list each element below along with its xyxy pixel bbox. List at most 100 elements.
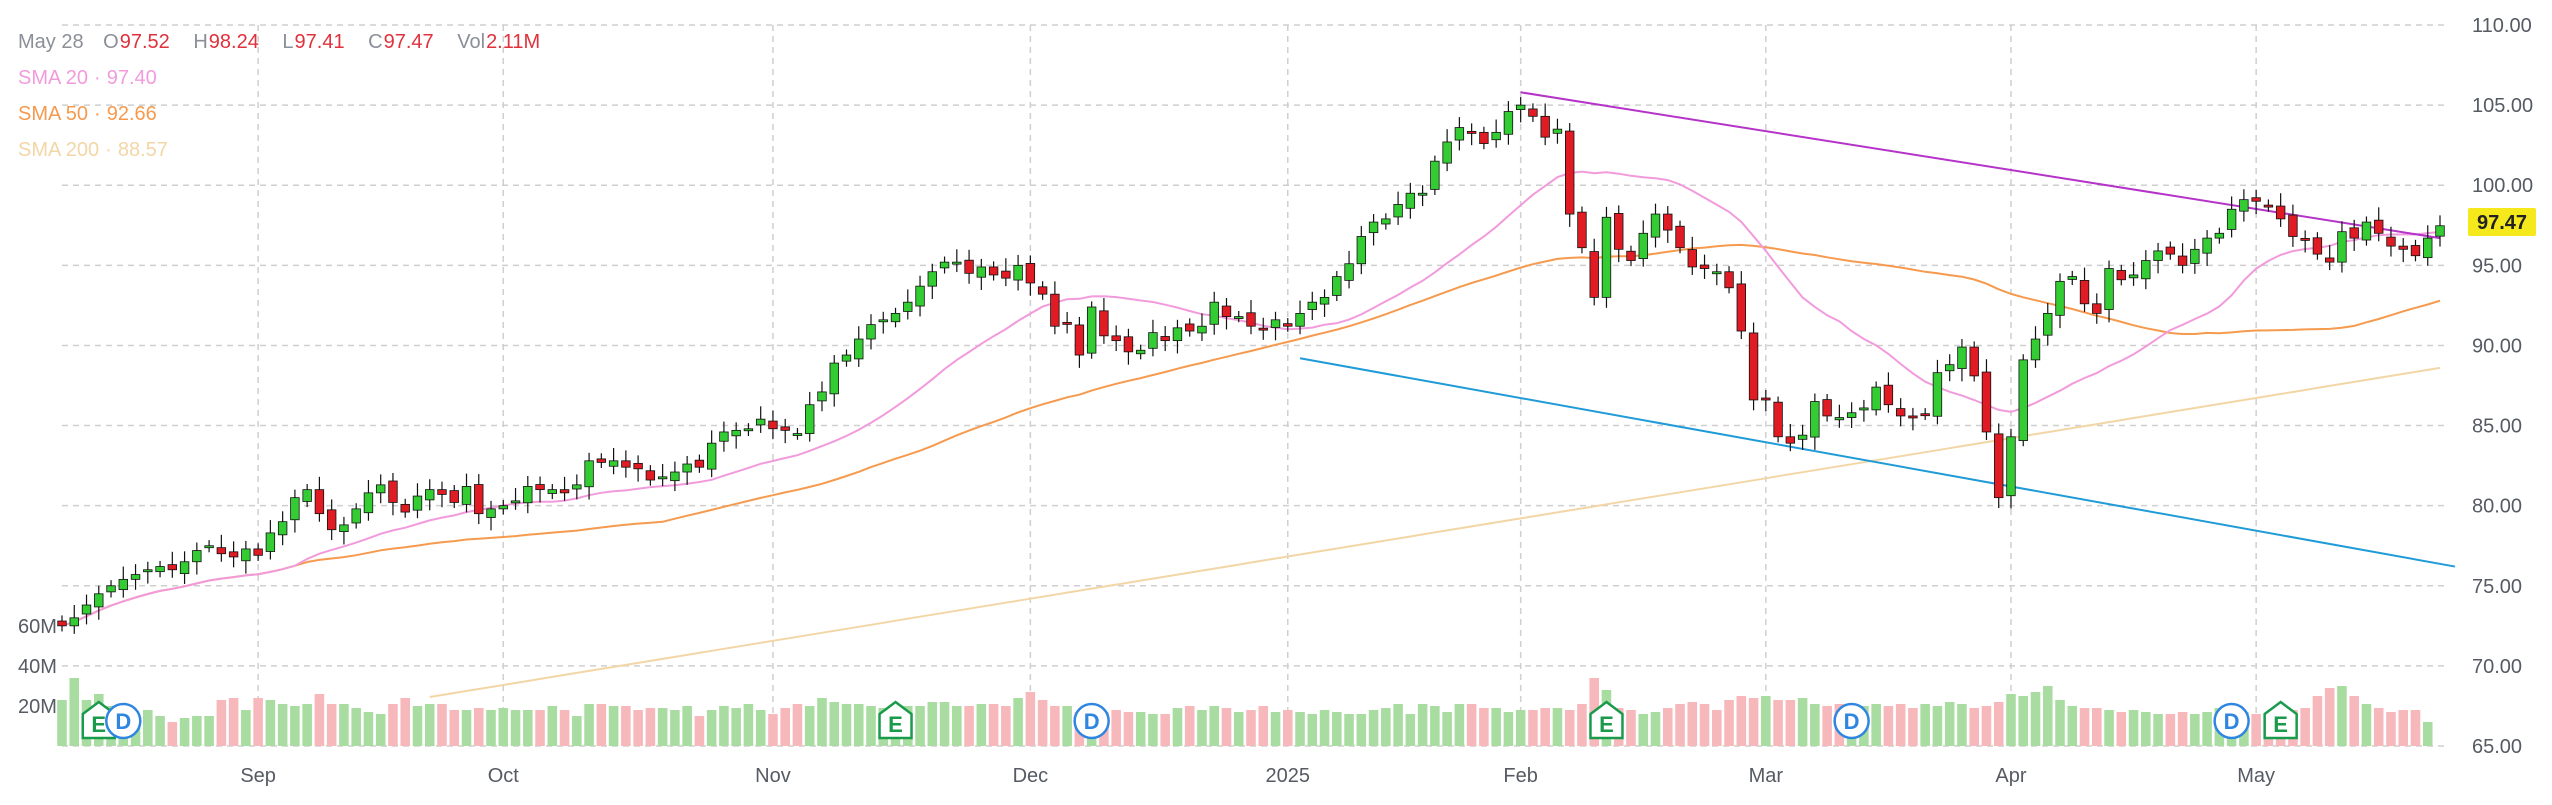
volume-bar [2092,708,2102,746]
candle-body [1687,249,1697,268]
volume-bar [1307,714,1318,746]
candle-body [2361,221,2372,241]
candle [1442,129,1452,172]
volume-bar [1111,710,1121,746]
volume-bar [461,710,472,746]
earnings-marker[interactable]: E [1589,700,1624,740]
candle [1565,123,1575,227]
candle-body [1614,213,1624,250]
candle-body [1945,364,1955,372]
candle-body [106,585,116,593]
candle [645,465,656,486]
earnings-marker[interactable]: E [2263,700,2298,740]
volume-bar [2116,712,2127,746]
candle [572,474,582,500]
candle [363,480,374,521]
price-tick-label: 95.00 [2472,255,2522,277]
dividend-marker[interactable]: D [1073,702,1110,740]
candle [1381,213,1391,230]
volume-bar [2337,686,2347,746]
candle [2349,219,2359,251]
candle [878,311,888,334]
candle-body [1528,108,1538,117]
candle [1050,281,1060,335]
volume-bar [927,702,938,746]
dividend-marker[interactable]: D [1833,702,1870,740]
candle [461,473,472,513]
candle-body [1491,131,1501,141]
candle-body [1074,324,1085,356]
candle-body [1319,296,1330,305]
candle [1822,393,1832,422]
candle-body [1381,218,1391,225]
candle [376,474,386,504]
candle [1748,322,1759,411]
dividend-marker[interactable]: D [2213,702,2250,740]
candle [1319,289,1330,317]
candle-body [1454,127,1465,141]
candle-body [805,404,815,434]
dividend-marker[interactable]: D [105,702,142,740]
candle-body [277,521,288,536]
sma-20-legend[interactable]: SMA 20 · 97.40 [18,60,558,96]
volume-bar [2361,704,2372,746]
candle [719,421,729,452]
upper-trendline [1520,91,2441,240]
candle [1797,424,1808,450]
time-tick-label: Dec [1013,765,1049,787]
volume-bar [1944,702,1955,746]
sma-200-label: SMA 200 [18,139,100,161]
candle-body [1393,204,1403,218]
candle [351,503,361,529]
candle [1037,281,1048,300]
volume-bar [1001,706,1011,746]
candle [927,263,937,299]
candle-body [2202,237,2212,254]
gridlines [62,24,2448,748]
candle [1013,254,1023,291]
candle [2177,243,2188,274]
candle-body [253,548,263,556]
candle-body [2312,237,2323,255]
dividend-letter: D [1844,709,1860,734]
candle-body [547,489,557,494]
volume-bar [559,710,570,746]
sma-200-legend[interactable]: SMA 200 · 88.57 [18,132,558,168]
separator-dot: · [94,103,101,125]
candle-body [1001,270,1011,279]
volume-bar [204,716,214,746]
last-price-tag: 97.47 [2468,208,2536,236]
volume-bar [1564,710,1575,746]
volume-bar [2079,708,2090,746]
candle-body [2165,246,2176,255]
volume-bar [976,704,987,746]
candle [2386,226,2396,257]
candle-body [866,324,876,340]
volume-bar [1037,700,1048,746]
volume-bar [719,706,729,746]
candle-body [1540,115,1550,138]
earnings-marker[interactable]: E [878,700,913,740]
sma-50-legend[interactable]: SMA 50 · 92.66 [18,96,558,132]
candle-body [523,486,533,504]
candle-body [2251,197,2261,202]
candle [1491,119,1501,148]
candle-body [657,476,668,480]
trendlines[interactable] [1299,91,2456,568]
candle-body [952,261,962,265]
candle [2423,225,2433,266]
candle [400,498,410,518]
volume-bar [670,710,680,746]
candle-body [2410,245,2421,257]
earnings-letter: E [888,712,903,737]
volume-bar [2042,686,2053,746]
earnings-marker[interactable]: E [81,700,117,740]
chart-legend: May 28 O97.52 H98.24 L97.41 C97.47 Vol2.… [18,24,558,168]
candle-body [167,564,178,571]
candle-body [425,489,435,501]
close-label: C [368,31,383,53]
candle [2374,207,2384,242]
candle [425,479,435,511]
